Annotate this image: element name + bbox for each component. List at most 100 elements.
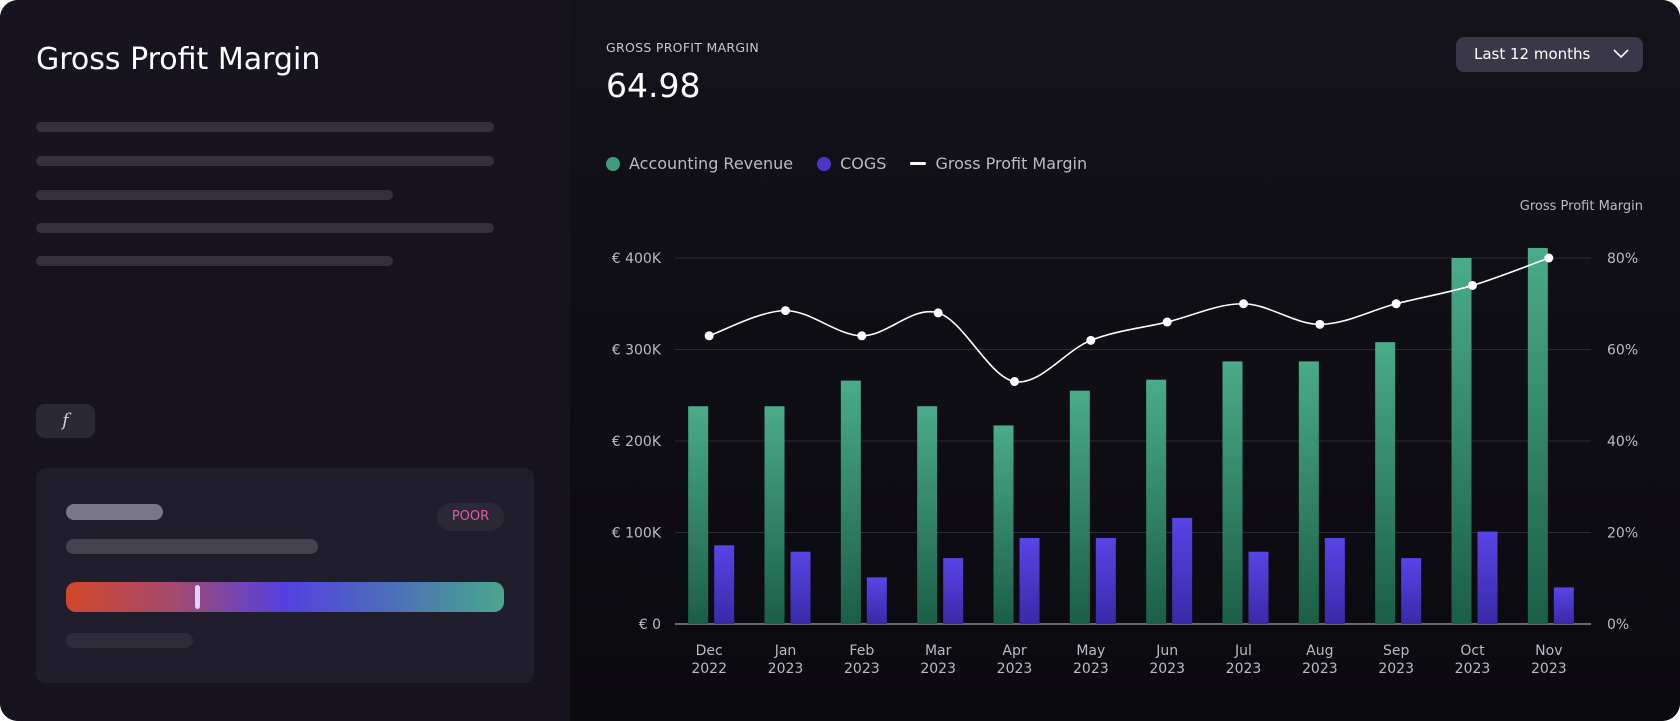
margin-point [857,331,867,341]
x-tick-label: 2023 [768,661,804,677]
x-tick-label: Jul [1234,643,1252,659]
margin-point [1086,335,1096,345]
x-tick-label: 2023 [1149,661,1185,677]
margin-point [1010,377,1019,387]
y-right-tick-label: 60% [1607,343,1638,359]
x-tick-label: May [1076,643,1105,659]
x-tick-label: Jun [1155,643,1178,659]
cogs-bar [1401,558,1422,624]
y-right-axis-label: Gross Profit Margin [1520,199,1643,214]
revenue-bar [917,406,938,624]
cogs-bar [1324,537,1345,624]
margin-point [1162,317,1172,327]
skeleton-pill [66,539,318,554]
cogs-bar [714,545,735,624]
page-title: Gross Profit Margin [36,42,321,77]
margin-point [704,331,714,341]
x-tick-label: Feb [849,643,874,659]
score-marker [195,585,201,609]
legend-dot-icon [817,156,832,171]
y-left-tick-label: € 200K [612,434,662,450]
legend-item-margin[interactable]: Gross Profit Margin [910,154,1087,173]
x-tick-label: 2022 [691,661,727,677]
cogs-bar [866,577,887,624]
x-tick-label: Jan [774,643,797,659]
margin-point [1315,319,1325,329]
revenue-bar [1451,258,1472,624]
x-tick-label: Dec [696,643,723,659]
y-left-tick-label: € 400K [612,251,662,267]
revenue-bar [993,425,1014,624]
left-panel: Gross Profit Margin f POOR [0,0,570,721]
status-badge: POOR [437,503,504,531]
function-button[interactable]: f [36,404,95,438]
y-right-tick-label: 40% [1607,434,1638,450]
x-tick-label: 2023 [1302,661,1338,677]
score-card: POOR [36,468,534,683]
x-tick-label: 2023 [1073,661,1109,677]
margin-point [1468,280,1477,290]
cogs-bar [1553,587,1574,624]
cogs-bar [1248,551,1269,624]
revenue-bar [1527,247,1548,624]
combo-chart: € 0 0% € 100K 20% € 200K 40% € 300K 60% € 400K 80… [612,199,1643,677]
y-right-tick-label: 20% [1607,526,1638,542]
chart-panel: € 0 0% € 100K 20% € 200K 40% € 300K 60% € 400K 80… [570,0,1680,721]
margin-point [1239,299,1248,309]
x-tick-label: 2023 [1226,661,1262,677]
cogs-bar [943,558,964,624]
legend-dot-icon [606,156,620,171]
score-gradient-bar [66,582,504,612]
x-tick-label: 2023 [1378,661,1414,677]
skeleton-line [36,156,494,166]
x-tick-label: Oct [1460,643,1485,659]
legend-label: Gross Profit Margin [935,154,1088,173]
x-tick-label: Mar [925,643,952,659]
revenue-bar [688,406,709,624]
y-left-tick-label: € 0 [639,617,661,633]
y-left-tick-label: € 100K [612,526,662,542]
y-right-tick-label: 80% [1607,251,1638,267]
x-tick-label: Sep [1383,643,1410,659]
cogs-bar [1095,537,1116,624]
legend-line-icon [910,162,927,165]
revenue-bar [1298,361,1319,624]
legend-item-revenue[interactable]: Accounting Revenue [606,154,793,173]
x-tick-label: Aug [1306,643,1333,659]
kpi-value: 64.98 [606,66,701,105]
y-left-tick-label: € 300K [612,343,662,359]
revenue-bar [1069,390,1090,624]
legend-label: Accounting Revenue [629,154,794,173]
chevron-down-icon [1613,49,1629,59]
skeleton-line [36,190,393,200]
range-dropdown-label: Last 12 months [1474,45,1591,63]
cogs-bar [1477,531,1498,624]
legend-item-cogs[interactable]: COGS [817,154,886,173]
kpi-title: GROSS PROFIT MARGIN [606,40,760,55]
skeleton-line [36,223,494,233]
x-tick-label: 2023 [844,661,880,677]
margin-point [933,308,943,318]
cogs-bar [1172,517,1193,624]
revenue-bar [764,406,785,624]
range-dropdown[interactable]: Last 12 months [1456,37,1643,72]
legend-label: COGS [840,154,887,173]
revenue-bar [840,380,861,624]
x-tick-label: Nov [1535,643,1562,659]
skeleton-pill [66,504,163,520]
y-right-tick-label: 0% [1607,617,1629,633]
margin-point [1544,253,1554,263]
x-tick-label: 2023 [1455,661,1491,677]
x-tick-label: 2023 [997,661,1033,677]
skeleton-line [36,256,393,266]
revenue-bar [1375,342,1396,624]
revenue-bar [1222,361,1243,624]
revenue-bar [1146,379,1167,624]
x-tick-label: 2023 [1531,661,1567,677]
margin-line [708,257,1550,383]
x-tick-label: Apr [1002,643,1026,659]
cogs-bar [790,551,811,624]
skeleton-pill [66,633,193,648]
x-tick-label: 2023 [920,661,956,677]
